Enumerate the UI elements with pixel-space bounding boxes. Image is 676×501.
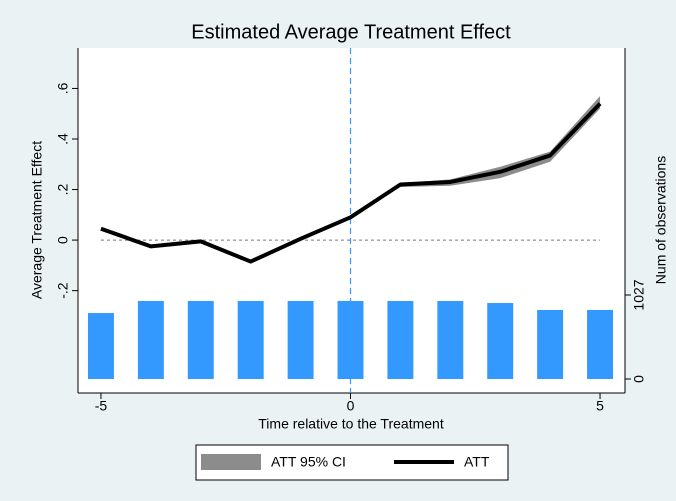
observation-bar xyxy=(387,300,414,380)
y-tick-label: 0 xyxy=(55,236,71,244)
observation-bar xyxy=(437,300,464,380)
y-tick-label: .2 xyxy=(55,183,71,195)
observation-bar xyxy=(537,309,564,380)
observation-bar xyxy=(87,313,114,380)
x-axis-title: Time relative to the Treatment xyxy=(258,416,444,432)
observation-bar xyxy=(187,300,214,380)
observation-bar xyxy=(587,309,614,380)
y2-tick-label: 0 xyxy=(631,375,647,383)
y-tick-label: -.2 xyxy=(55,282,71,299)
observation-bar xyxy=(137,300,164,380)
y-tick-label: .6 xyxy=(55,82,71,94)
legend-label: ATT 95% CI xyxy=(271,454,346,470)
y-axis-title: Average Treatment Effect xyxy=(29,141,45,299)
observation-bar xyxy=(237,300,264,380)
y-tick-label: .4 xyxy=(55,133,71,145)
legend-swatch xyxy=(201,454,261,470)
observation-bar xyxy=(487,303,514,380)
legend-label: ATT xyxy=(464,454,490,470)
chart-title: Estimated Average Treatment Effect xyxy=(191,21,511,43)
observation-bar xyxy=(287,300,314,380)
observation-bar xyxy=(337,300,364,380)
x-tick-label: -5 xyxy=(95,398,108,414)
x-tick-label: 0 xyxy=(347,398,355,414)
x-tick-label: 5 xyxy=(596,398,604,414)
y2-axis-title: Num of observations xyxy=(653,156,669,284)
att-line xyxy=(100,102,602,264)
y2-tick-label: 1027 xyxy=(631,279,647,310)
